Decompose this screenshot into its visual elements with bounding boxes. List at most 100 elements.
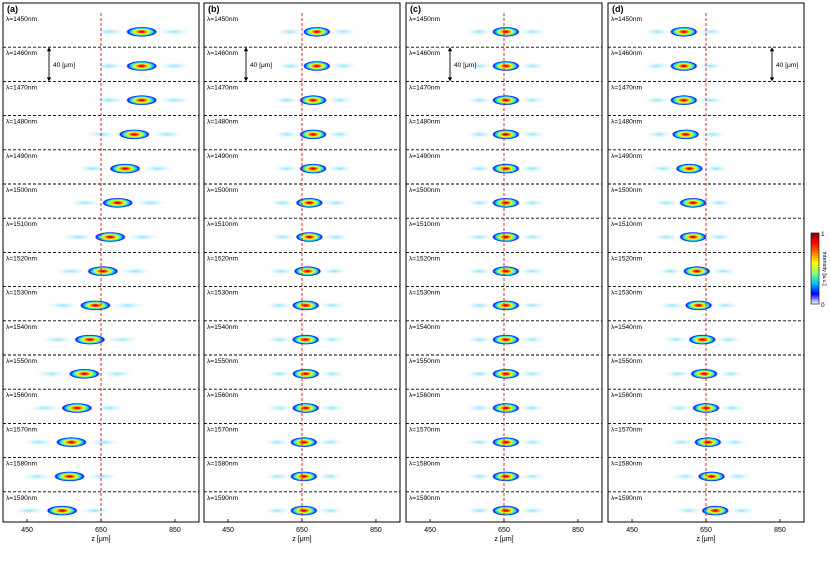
wavelength-label: λ=1490nm — [207, 153, 238, 160]
wavelength-label: λ=1470nm — [6, 84, 37, 91]
side-lobe — [517, 438, 548, 447]
scale-annotation: 40 [μm] — [769, 47, 798, 82]
wavelength-label: λ=1590nm — [207, 495, 238, 502]
side-lobe — [148, 130, 186, 139]
wavelength-label: λ=1540nm — [611, 324, 642, 331]
wavelength-label: λ=1580nm — [409, 461, 440, 468]
focal-spot — [491, 163, 521, 174]
side-lobe — [315, 472, 346, 481]
wavelength-label: λ=1510nm — [6, 221, 37, 228]
x-axis-label: z [μm] — [494, 536, 513, 543]
focal-spot — [295, 197, 324, 209]
side-lobe — [723, 472, 754, 481]
side-lobe — [324, 130, 355, 139]
side-lobe — [695, 96, 726, 105]
wavelength-label: λ=1530nm — [207, 290, 238, 297]
wavelength-label: λ=1560nm — [409, 392, 440, 399]
side-lobe — [265, 267, 296, 276]
side-lobe — [464, 404, 495, 413]
wavelength-label: λ=1530nm — [6, 290, 37, 297]
side-lobe — [264, 335, 295, 344]
wavelength-label: λ=1540nm — [409, 324, 440, 331]
x-tick-label: 650 — [296, 527, 308, 534]
focal-spot — [60, 402, 94, 414]
side-lobe — [517, 472, 548, 481]
side-lobe — [464, 233, 495, 242]
side-lobe — [124, 233, 162, 242]
side-lobe — [321, 198, 351, 207]
side-lobe — [324, 164, 355, 173]
wavelength-label: λ=1470nm — [611, 84, 642, 91]
side-lobe — [651, 233, 682, 242]
x-tick-label: 850 — [169, 527, 181, 534]
side-lobe — [104, 335, 141, 344]
side-lobe — [695, 62, 726, 71]
focal-spot — [302, 60, 332, 72]
x-axis-label: z [μm] — [292, 536, 311, 543]
focal-spot — [689, 368, 719, 380]
side-lobe — [464, 438, 495, 447]
focal-spot — [53, 471, 86, 482]
side-lobe — [517, 506, 548, 515]
side-lobe — [262, 438, 293, 447]
side-lobe — [651, 198, 682, 207]
colorbar-gradient-bar — [810, 232, 820, 305]
side-lobe — [464, 472, 495, 481]
focal-spot — [291, 402, 321, 414]
wavelength-label: λ=1580nm — [6, 461, 37, 468]
scale-arrow-down — [447, 77, 453, 82]
wavelength-label: λ=1560nm — [207, 392, 238, 399]
side-lobe — [321, 233, 351, 242]
side-lobe — [98, 369, 136, 378]
wavelength-label: λ=1530nm — [611, 290, 642, 297]
wavelength-label: λ=1460nm — [207, 50, 238, 57]
focal-spot — [291, 300, 321, 311]
wavelength-label: λ=1570nm — [409, 426, 440, 433]
wavelength-label: λ=1470nm — [409, 84, 440, 91]
focal-spot — [671, 129, 700, 140]
side-lobe — [662, 369, 693, 378]
panel-label: (d) — [612, 4, 624, 14]
side-lobe — [517, 301, 548, 310]
focal-spot — [491, 26, 521, 38]
scale-arrow-up — [447, 47, 453, 52]
colorbar-title: Intensity [a.u.] — [821, 251, 827, 286]
x-tick-label: 450 — [626, 527, 638, 534]
wavelength-label: λ=1540nm — [207, 324, 238, 331]
side-lobe — [517, 267, 548, 276]
focal-spot — [669, 95, 699, 106]
x-tick-label: 450 — [424, 527, 436, 534]
wavelength-label: λ=1500nm — [6, 187, 37, 194]
focal-spot — [86, 266, 120, 277]
focal-spot — [101, 197, 134, 209]
focal-spot — [46, 505, 79, 516]
side-lobe — [267, 233, 298, 242]
side-lobe — [717, 404, 748, 413]
focal-spot — [693, 437, 723, 448]
side-lobe — [701, 164, 731, 173]
side-lobe — [726, 506, 757, 515]
side-lobe — [647, 164, 678, 173]
focal-spot — [491, 471, 521, 482]
panel-c: (c) λ=1450nm λ=1460nm λ=1470nm λ=1480nm λ=149… — [405, 2, 603, 543]
side-lobe — [317, 369, 348, 378]
side-lobe — [710, 301, 741, 310]
side-lobe — [708, 267, 739, 276]
side-lobe — [83, 130, 121, 139]
focal-spot — [298, 163, 328, 174]
panel-a: (a) λ=1450nm λ=1460nm λ=1470nm λ=1480nm λ=149… — [2, 2, 200, 543]
colorbar: 1 0 Intensity [a.u.] — [810, 231, 827, 309]
side-lobe — [328, 62, 359, 71]
x-tick-label: 850 — [370, 527, 382, 534]
focal-spot — [678, 197, 708, 209]
side-lobe — [704, 233, 735, 242]
colorbar-min-label: 0 — [821, 302, 825, 309]
focal-spot — [687, 334, 717, 345]
side-lobe — [464, 27, 495, 36]
focal-spot — [700, 505, 730, 516]
side-lobe — [464, 506, 495, 515]
wavelength-label: λ=1450nm — [409, 16, 440, 23]
side-lobe — [464, 130, 495, 139]
side-lobe — [464, 301, 495, 310]
